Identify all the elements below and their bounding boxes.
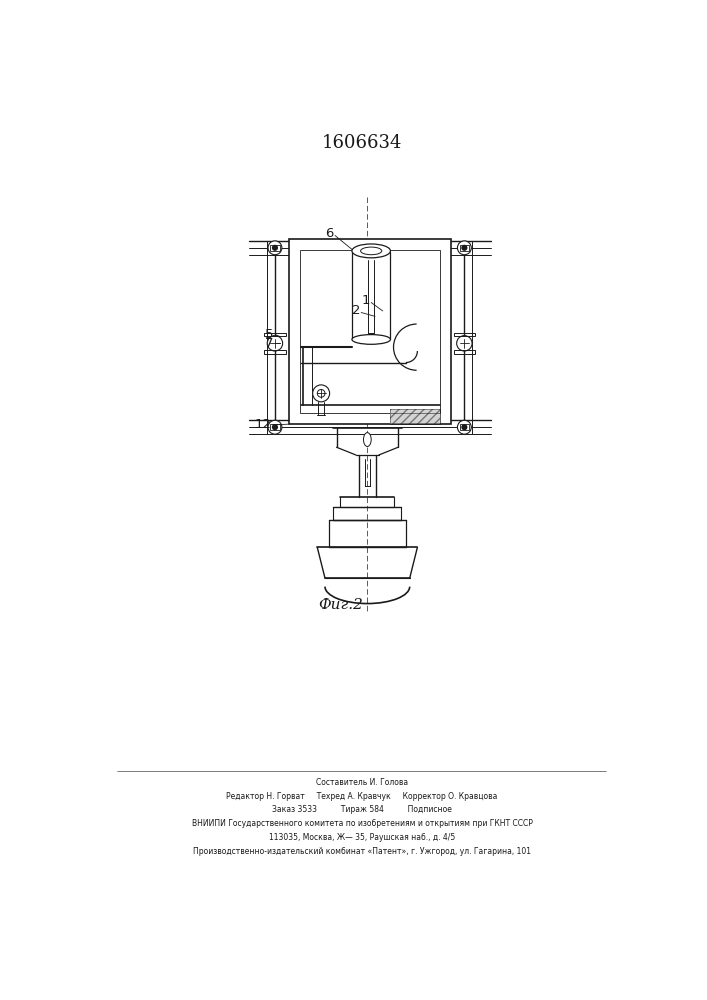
Ellipse shape [352, 244, 390, 258]
Text: 7: 7 [264, 337, 273, 350]
Text: 2: 2 [351, 304, 360, 317]
Text: 1606634: 1606634 [322, 134, 402, 152]
Circle shape [267, 336, 283, 351]
Circle shape [268, 241, 282, 255]
Bar [390, 409, 440, 424]
Text: 5: 5 [264, 328, 273, 341]
Text: 12: 12 [254, 418, 271, 431]
Text: Составитель И. Голова: Составитель И. Голова [316, 778, 408, 787]
Bar [454, 350, 475, 354]
Bar [270, 245, 279, 251]
Circle shape [268, 420, 282, 434]
Ellipse shape [363, 433, 371, 446]
Bar [454, 333, 475, 336]
Bar [300, 250, 440, 413]
Circle shape [317, 389, 325, 397]
Bar [460, 424, 469, 430]
Bar [390, 409, 440, 424]
Circle shape [272, 245, 278, 251]
Text: 113035, Москва, Ж— 35, Раушская наб., д. 4/5: 113035, Москва, Ж— 35, Раушская наб., д.… [269, 833, 455, 842]
Bar [270, 424, 279, 430]
Circle shape [461, 245, 467, 251]
Bar [264, 350, 286, 354]
Bar [460, 245, 469, 251]
Ellipse shape [352, 335, 390, 344]
Circle shape [457, 420, 472, 434]
Text: 1: 1 [361, 294, 370, 307]
Bar [288, 239, 450, 424]
Text: Заказ 3533          Тираж 584          Подписное: Заказ 3533 Тираж 584 Подписное [272, 805, 452, 814]
Circle shape [272, 424, 278, 430]
Text: Производственно-издательский комбинат «Патент», г. Ужгород, ул. Гагарина, 101: Производственно-издательский комбинат «П… [193, 847, 531, 856]
Text: 6: 6 [325, 227, 333, 240]
Circle shape [312, 385, 329, 402]
Text: ВНИИПИ Государственного комитета по изобретениям и открытиям при ГКНТ СССР: ВНИИПИ Государственного комитета по изоб… [192, 819, 532, 828]
Circle shape [457, 241, 472, 255]
Ellipse shape [361, 247, 382, 255]
Text: Фиг.2: Фиг.2 [318, 598, 363, 612]
Circle shape [457, 336, 472, 351]
Circle shape [461, 424, 467, 430]
Text: Редактор Н. Горват     Техред А. Кравчук     Корректор О. Кравцова: Редактор Н. Горват Техред А. Кравчук Кор… [226, 792, 498, 801]
Bar [264, 333, 286, 336]
